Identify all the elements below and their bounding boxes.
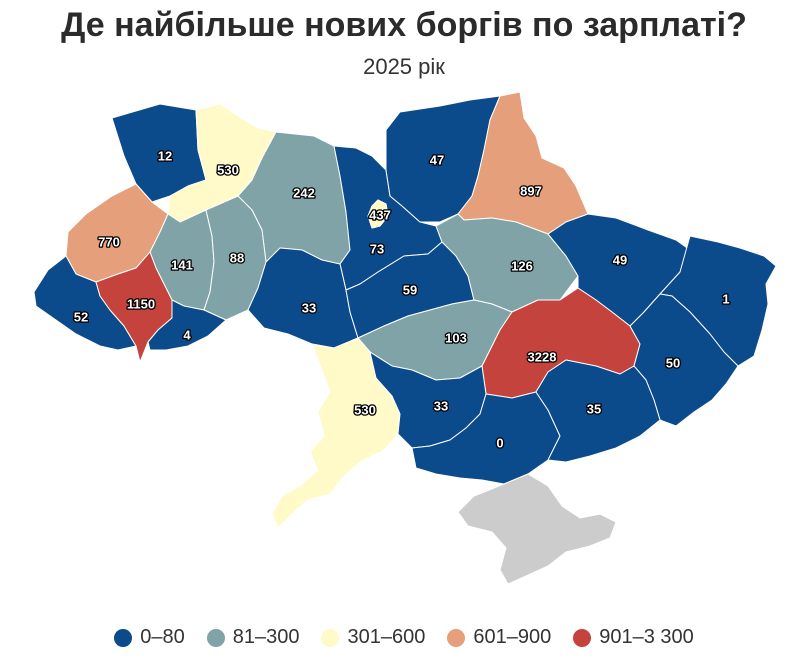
label-khmelnytskyi: 88 [230, 250, 244, 265]
legend-swatch [321, 628, 340, 647]
label-kirovohrad: 103 [445, 330, 467, 345]
label-zaporizhzhia: 35 [587, 401, 601, 416]
legend-item-0-80: 0–80 [114, 626, 185, 649]
label-rivne: 530 [217, 162, 239, 177]
label-odesa: 530 [354, 402, 376, 417]
label-lviv: 770 [98, 234, 120, 249]
legend: 0–80 81–300 301–600 601–900 901–3 300 [0, 626, 808, 649]
label-mykolaiv: 33 [434, 398, 448, 413]
legend-label: 0–80 [140, 626, 185, 648]
legend-swatch [573, 628, 592, 647]
legend-item-81-300: 81–300 [206, 626, 300, 649]
map-title: Де найбільше нових боргів по зарплаті? [61, 6, 747, 44]
legend-item-301-600: 301–600 [321, 626, 425, 649]
legend-label: 301–600 [347, 626, 426, 648]
label-kyiv-city: 437 [369, 207, 391, 222]
label-dnipropetrovsk: 3228 [528, 349, 557, 364]
label-volyn: 12 [158, 148, 172, 163]
label-zakarpattia: 52 [74, 309, 88, 324]
label-vinnytsia: 33 [302, 300, 316, 315]
label-chernihiv: 47 [430, 152, 444, 167]
legend-item-601-900: 601–900 [447, 626, 551, 649]
legend-label: 81–300 [232, 626, 300, 648]
legend-swatch [206, 628, 225, 647]
label-kyiv-oblast: 73 [370, 241, 384, 256]
map-subtitle: 2025 рік [363, 54, 445, 79]
region-kyiv-city[interactable] [367, 199, 389, 229]
legend-item-901-3300: 901–3 300 [573, 626, 694, 649]
legend-label: 901–3 300 [599, 626, 694, 648]
region-crimea[interactable] [457, 473, 617, 585]
label-donetsk: 50 [666, 355, 680, 370]
region-value-labels: 12 530 242 73 437 47 897 770 141 88 33 5… [72, 147, 730, 452]
label-kharkiv: 49 [613, 252, 627, 267]
label-sumy: 897 [520, 183, 542, 198]
label-zhytomyr: 242 [293, 185, 315, 200]
label-ivano-frankivsk: 1150 [127, 296, 155, 311]
legend-swatch [114, 628, 133, 647]
label-poltava: 126 [511, 258, 533, 273]
label-luhansk: 1 [722, 291, 729, 306]
label-ternopil: 141 [171, 257, 193, 272]
label-kherson: 0 [496, 435, 503, 450]
legend-swatch [447, 628, 466, 647]
region-chernivtsi[interactable] [147, 299, 227, 351]
region-zaporizhzhia[interactable] [535, 359, 661, 463]
label-cherkasy: 59 [403, 282, 417, 297]
label-chernivtsi: 4 [183, 327, 191, 342]
legend-label: 601–900 [473, 626, 552, 648]
